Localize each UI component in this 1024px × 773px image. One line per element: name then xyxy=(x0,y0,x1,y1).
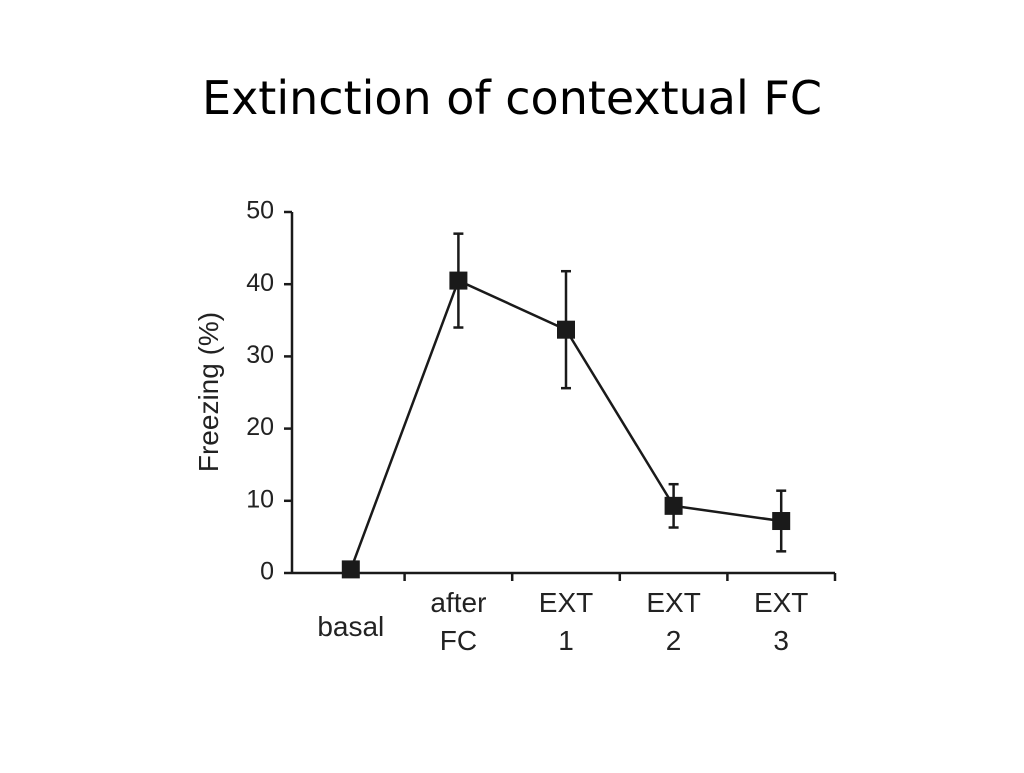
y-tick-label: 20 xyxy=(246,413,274,441)
y-tick-label: 50 xyxy=(246,197,274,225)
x-tick-label: 2 xyxy=(666,625,682,656)
x-tick-label: after xyxy=(430,587,486,618)
x-tick-label: EXT xyxy=(539,587,593,618)
x-tick-label: EXT xyxy=(646,587,700,618)
y-tick-label: 10 xyxy=(246,485,274,513)
marker xyxy=(449,271,468,290)
x-tick-label: FC xyxy=(440,625,477,656)
marker xyxy=(341,560,360,579)
y-tick-label: 40 xyxy=(246,269,274,297)
marker xyxy=(557,320,575,339)
x-tick-label: EXT xyxy=(754,587,808,618)
marker xyxy=(664,496,683,515)
slide-title: Extinction of contextual FC xyxy=(202,71,822,125)
y-tick-label: 0 xyxy=(260,558,274,586)
y-axis-label: Freezing (%) xyxy=(193,312,224,472)
x-tick-label: 3 xyxy=(773,625,789,656)
x-tick-label: basal xyxy=(317,611,384,642)
y-tick-label: 30 xyxy=(246,341,274,369)
marker xyxy=(772,512,791,531)
x-tick-label: 1 xyxy=(558,625,574,656)
